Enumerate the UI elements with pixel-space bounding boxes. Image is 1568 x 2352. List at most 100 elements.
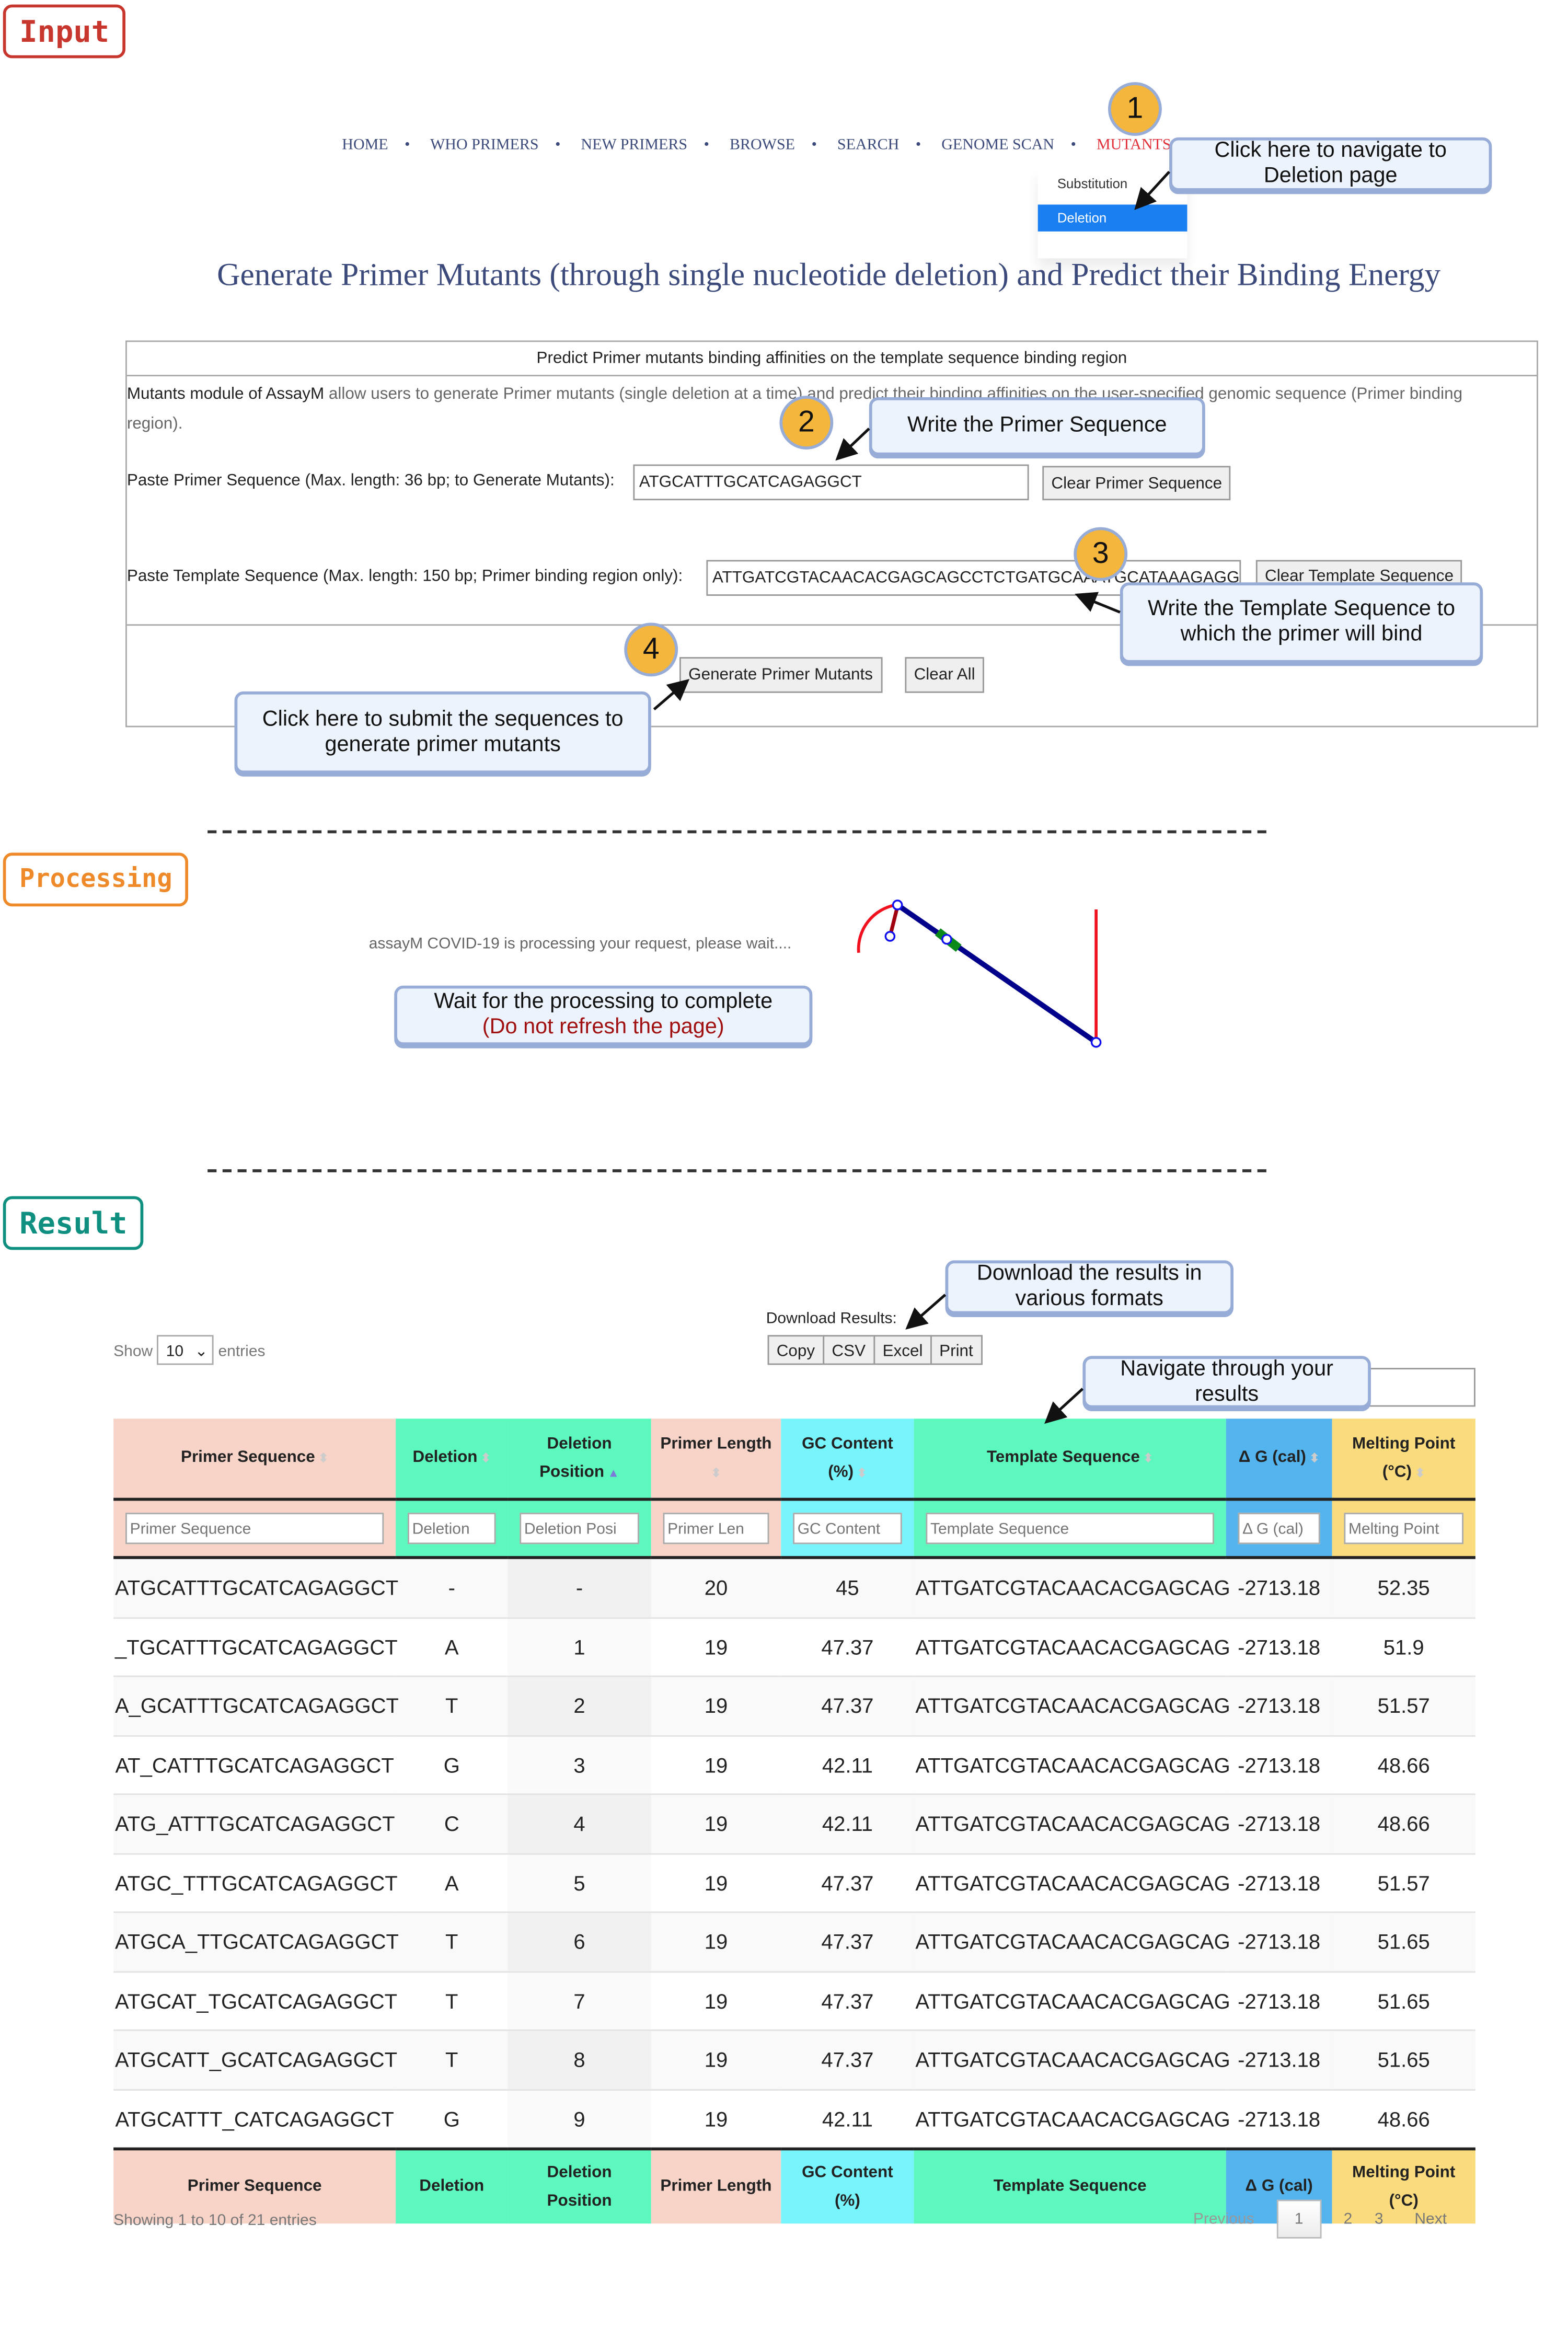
cell-template-sequence: ATTGATCGTACAACACGAGCAG [914,1912,1230,1972]
dropdown-item-substitution[interactable]: Substitution [1057,176,1128,191]
cell-primer-sequence: ATGCA_TTGCATCAGAGGCT [113,1912,399,1972]
spinner-long-arm [896,903,1098,1045]
wait-line-2: (Do not refresh the page) [482,1015,724,1040]
form-divider [126,624,1537,626]
excel-button[interactable]: Excel [873,1335,932,1365]
step-badge-1: 1 [1108,82,1162,136]
cell-melting-point-c: 51.65 [1332,1971,1475,2031]
column-header-g-cal[interactable]: Δ G (cal) ⬍ [1226,1419,1332,1500]
cell-melting-point-c: 51.65 [1332,1912,1475,1972]
pagination-page-1[interactable]: 1 [1276,2199,1321,2239]
column-filter-input[interactable] [125,1513,384,1544]
table-row: ATGCATTTGCATCAGAGGCT - -20 45 ATTGATCGTACAAC… [113,1557,1475,1618]
cell-g-cal: -2713.18 [1226,1853,1332,1913]
cell-g-cal: -2713.18 [1226,1971,1332,2031]
nav-mutants[interactable]: MUTANTS [1096,137,1171,154]
column-header-label: Deletion Position [539,1434,612,1481]
table-row: ATGCA_TTGCATCAGAGGCT T 6 19 47.37 ATTGATCGTAC… [113,1912,1475,1972]
generate-primer-mutants-button[interactable]: Generate Primer Mutants [679,657,882,693]
column-header-deletion[interactable]: Deletion ⬍ [396,1419,508,1500]
cell-melting-point-c: 51.9 [1332,1617,1475,1677]
column-header-label: Primer Sequence [180,1448,315,1467]
nav-who-primers[interactable]: WHO PRIMERS [430,137,539,154]
nav-new-primers[interactable]: NEW PRIMERS [581,137,688,154]
pagination-page-2[interactable]: 2 [1343,2210,1353,2228]
print-button[interactable]: Print [930,1335,982,1365]
table-row: _TGCATTTGCATCAGAGGCT A 1 19 47.37 ATTGATCGTAC… [113,1617,1475,1677]
primer-sequence-input[interactable]: ATGCATTTGCATCAGAGGCT [633,464,1029,501]
section-label-input: Input [3,4,126,59]
spinner-node [941,933,952,945]
filter-cell [1332,1497,1475,1559]
callout-primer: Write the Primer Sequence [869,397,1205,456]
callout-download: Download the results in various formats [945,1260,1233,1315]
column-filter-input[interactable] [793,1513,902,1544]
page-title: Generate Primer Mutants (through single … [217,257,1441,293]
filter-cell [508,1497,651,1559]
table-header-row: Primer Sequence ⬍ Deletion ⬍ Deletion Posi… [113,1419,1475,1500]
cell-gc-content: 47.37 [781,1676,914,1736]
column-header-gc-content[interactable]: GC Content (%) ⬍ [781,1419,914,1500]
column-header-primer-length[interactable]: Primer Length ⬍ [651,1419,781,1500]
nav-genome-scan[interactable]: GENOME SCAN [941,137,1055,154]
spinner-node [884,931,896,942]
pagination-page-3[interactable]: 3 [1374,2210,1383,2228]
column-filter-input[interactable] [1238,1513,1320,1544]
column-header-label: GC Content (%) [802,1434,893,1481]
filter-cell [396,1497,508,1559]
table-search-input[interactable] [1358,1368,1475,1407]
cell-primer-length: 19 [651,1853,781,1913]
filter-cell [651,1497,781,1559]
callout-navigate-results: Navigate through your results [1082,1356,1371,1409]
processing-message: assayM COVID-19 is processing your reque… [368,935,792,953]
column-header-melting-point-c[interactable]: Melting Point (°C) ⬍ [1332,1419,1475,1500]
table-footer-row: Primer Sequence Deletion Deletion Position… [113,2147,1475,2224]
sort-icon: ⬍ [1139,1451,1154,1465]
callout-wait: Wait for the processing to complete (Do … [394,985,813,1045]
nav-search[interactable]: SEARCH [837,137,900,154]
dropdown-item-deletion[interactable]: Deletion [1037,204,1187,232]
entries-label: entries [218,1342,266,1361]
cell-deletion-position: 5 [508,1853,651,1913]
column-filter-input[interactable] [926,1513,1214,1544]
cell-deletion-position: 9 [508,2089,651,2150]
cell-gc-content: 47.37 [781,1617,914,1677]
column-filter-input[interactable] [520,1513,639,1544]
sort-icon: ⬍ [1412,1466,1425,1479]
clear-all-button[interactable]: Clear All [905,657,984,693]
cell-template-sequence: ATTGATCGTACAACACGAGCAG [914,2089,1230,2150]
column-header-template-sequence[interactable]: Template Sequence ⬍ [914,1419,1226,1500]
column-footer-gc-content: GC Content (%) [781,2147,914,2224]
nav-home[interactable]: HOME [342,137,388,154]
page-length-select[interactable]: 10 ⌄ [157,1335,214,1365]
table-info: Showing 1 to 10 of 21 entries [113,2211,317,2230]
column-header-primer-sequence[interactable]: Primer Sequence ⬍ [113,1419,396,1500]
nav-browse[interactable]: BROWSE [729,137,795,154]
cell-g-cal: -2713.18 [1226,1794,1332,1854]
mutants-dropdown: Substitution Deletion [1037,168,1187,259]
column-filter-input[interactable] [663,1513,769,1544]
clear-primer-button[interactable]: Clear Primer Sequence [1042,466,1231,501]
table-row: ATGC_TTTGCATCAGAGGCT A 5 19 47.37 ATTGATCGTAC… [113,1853,1475,1913]
column-footer-primer-sequence: Primer Sequence [113,2147,396,2224]
column-filter-input[interactable] [407,1513,496,1544]
copy-button[interactable]: Copy [767,1335,824,1365]
arrow-navigate [1044,1388,1084,1424]
cell-melting-point-c: 48.66 [1332,1735,1475,1795]
cell-gc-content: 42.11 [781,2089,914,2150]
step-badge-4: 4 [624,622,678,677]
cell-deletion-position: 6 [508,1912,651,1972]
pagination-previous[interactable]: Previous [1193,2210,1254,2228]
column-filter-input[interactable] [1344,1513,1463,1544]
section-divider [207,830,1266,834]
sort-icon: ⬍ [315,1451,329,1465]
table-row: ATGCAT_TGCATCAGAGGCT T 7 19 47.37 ATTGATCGTAC… [113,1971,1475,2031]
cell-gc-content: 42.11 [781,1794,914,1854]
cell-template-sequence: ATTGATCGTACAACACGAGCAG [914,1676,1230,1736]
column-header-deletion-position[interactable]: Deletion Position ▲ [508,1419,651,1500]
csv-button[interactable]: CSV [823,1335,875,1365]
pagination-next[interactable]: Next [1414,2210,1447,2228]
table-row: A_GCATTTGCATCAGAGGCT T 2 19 47.37 ATTGATCGTAC… [113,1676,1475,1736]
cell-primer-length: 19 [651,1794,781,1854]
cell-deletion-position: 7 [508,1971,651,2031]
